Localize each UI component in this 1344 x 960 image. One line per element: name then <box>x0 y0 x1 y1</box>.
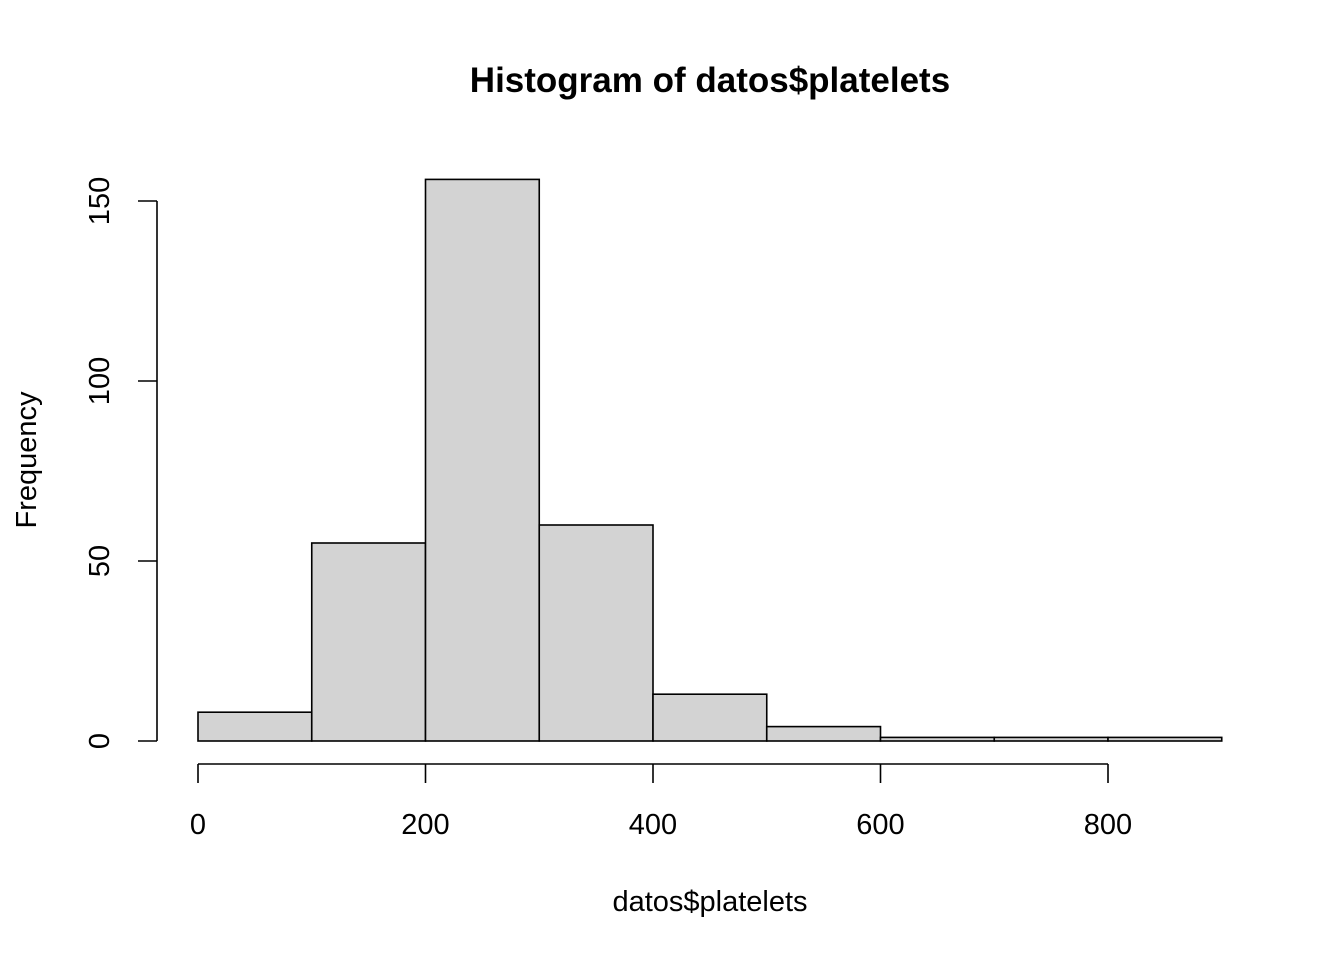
x-tick-label: 600 <box>856 809 904 841</box>
histogram-bar-9 <box>1107 736 1223 742</box>
y-axis-label: Frequency <box>11 391 43 529</box>
bars-group <box>197 178 1223 742</box>
x-tick-label: 200 <box>401 809 449 841</box>
y-tick-label: 150 <box>84 177 116 225</box>
x-tick-label: 800 <box>1084 809 1132 841</box>
histogram-bar-5 <box>652 693 768 742</box>
y-tick-label: 50 <box>84 545 116 577</box>
histogram-bar-1 <box>197 711 313 742</box>
y-axis: 0 50 100 150 <box>84 177 158 749</box>
histogram-bar-6 <box>765 725 882 742</box>
histogram-bar-3 <box>424 178 541 742</box>
histogram-bar-2 <box>310 542 427 742</box>
x-axis-label: datos$platelets <box>612 886 807 918</box>
histogram-bar-4 <box>538 524 654 742</box>
y-tick-label: 0 <box>84 733 116 749</box>
x-axis: 0 200 400 600 800 <box>190 763 1132 841</box>
x-tick-label: 400 <box>629 809 677 841</box>
x-tick-label: 0 <box>190 809 206 841</box>
histogram-bar-8 <box>993 736 1109 742</box>
histogram-bar-7 <box>879 736 996 742</box>
chart-title: Histogram of datos$platelets <box>470 61 950 100</box>
y-tick-label: 100 <box>84 357 116 405</box>
